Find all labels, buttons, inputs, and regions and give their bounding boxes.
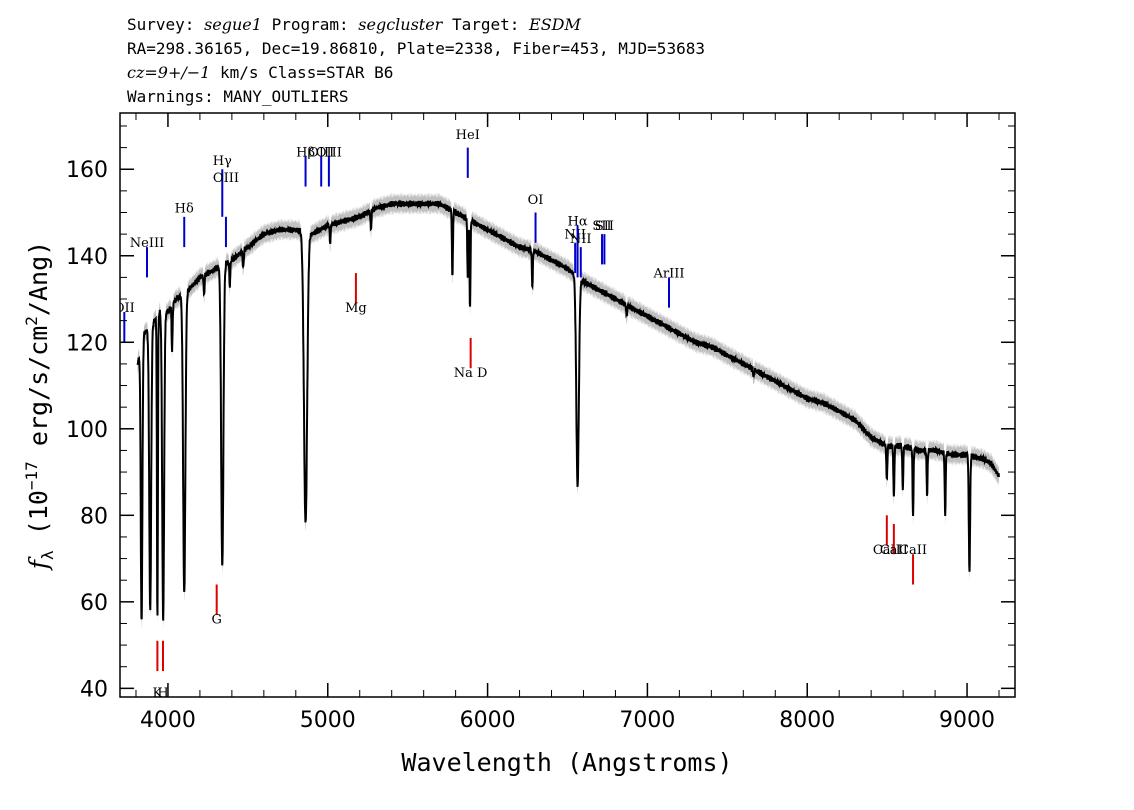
emission-line-label-14: SII — [595, 219, 614, 234]
x-tick-label-5000: 5000 — [300, 708, 356, 733]
y-tick-label-140: 140 — [66, 245, 108, 270]
header-line-1: Survey: segue1 Program: segcluster Targe… — [127, 15, 582, 34]
emission-line-label-11: Hα — [568, 214, 588, 229]
absorption-line-label-0: K — [153, 686, 163, 701]
header-line-3: cz=9+/−1 km/s Class=STAR B6 — [127, 63, 393, 82]
spectrum-line — [136, 199, 1000, 621]
x-tick-label-6000: 6000 — [460, 708, 516, 733]
y-tick-label-160: 160 — [66, 158, 108, 183]
emission-line-label-3: Hγ — [213, 154, 232, 169]
class-text: km/s Class=STAR B6 — [210, 63, 393, 82]
y-axis-label: fλ (10−17 erg/s/cm2/Ang) — [22, 241, 57, 571]
target-label: Target: — [442, 15, 529, 34]
absorption-line-label-6: CaII — [880, 543, 908, 558]
emission-line-label-6: OIII — [308, 145, 334, 160]
plot-frame — [119, 112, 1016, 698]
header-line-2: RA=298.36165, Dec=19.86810, Plate=2338, … — [127, 39, 705, 58]
absorption-line-label-3: Mg — [345, 301, 367, 316]
y-tick-label-40: 40 — [80, 677, 108, 702]
emission-line-label-5: Hβ — [296, 145, 315, 160]
y-tick-label-120: 120 — [66, 331, 108, 356]
survey-label: Survey: — [127, 15, 204, 34]
y-tick-label-100: 100 — [66, 418, 108, 443]
emission-line-label-13: SII — [592, 219, 611, 234]
program-label: Program: — [262, 15, 358, 34]
x-axis-label: Wavelength (Angstroms) — [401, 748, 732, 777]
emission-line-label-7: OIII — [316, 145, 342, 160]
x-tick-label-4000: 4000 — [140, 708, 196, 733]
x-tick-label-8000: 8000 — [779, 708, 835, 733]
axis-ticks: 4000 5000 6000 7000 8000 9000 40 60 80 100 120 140 1… — [66, 113, 1015, 733]
program-value: segcluster — [358, 15, 443, 34]
emission-line-label-8: HeI — [456, 128, 480, 143]
header: Survey: segue1 Program: segcluster Targe… — [127, 15, 705, 106]
absorption-line-label-1: H — [157, 686, 168, 701]
error-band — [137, 191, 999, 630]
emission-line-label-0: OII — [114, 301, 135, 316]
y-tick-label-60: 60 — [80, 591, 108, 616]
target-value: ESDM — [528, 15, 581, 34]
emission-line-label-9: OI — [528, 193, 544, 208]
survey-value: segue1 — [204, 15, 262, 34]
emission-line-label-12: NII — [570, 232, 592, 247]
x-tick-label-9000: 9000 — [939, 708, 995, 733]
x-tick-label-7000: 7000 — [619, 708, 675, 733]
cz-value: cz=9+/−1 — [127, 63, 210, 82]
absorption-line-label-2: G — [211, 612, 221, 627]
emission-line-label-10: NII — [564, 227, 586, 242]
absorption-line-label-7: CaII — [899, 543, 927, 558]
emission-line-label-1: NeIII — [130, 236, 164, 251]
absorption-line-label-4: Na D — [454, 366, 488, 381]
emission-line-label-15: ArIII — [652, 266, 684, 281]
emission-line-label-4: OIII — [213, 171, 239, 186]
y-tick-label-80: 80 — [80, 504, 108, 529]
emission-line-label-2: Hδ — [175, 201, 194, 216]
plot-area: OIINeIIIHδHγOIIIHβOIIIOIIIHeIOINIIHαNIIS… — [114, 128, 1000, 701]
header-line-4: Warnings: MANY_OUTLIERS — [127, 87, 349, 106]
emission-line-markers: OIINeIIIHδHγOIIIHβOIIIOIIIHeIOINIIHαNIIS… — [114, 128, 684, 343]
